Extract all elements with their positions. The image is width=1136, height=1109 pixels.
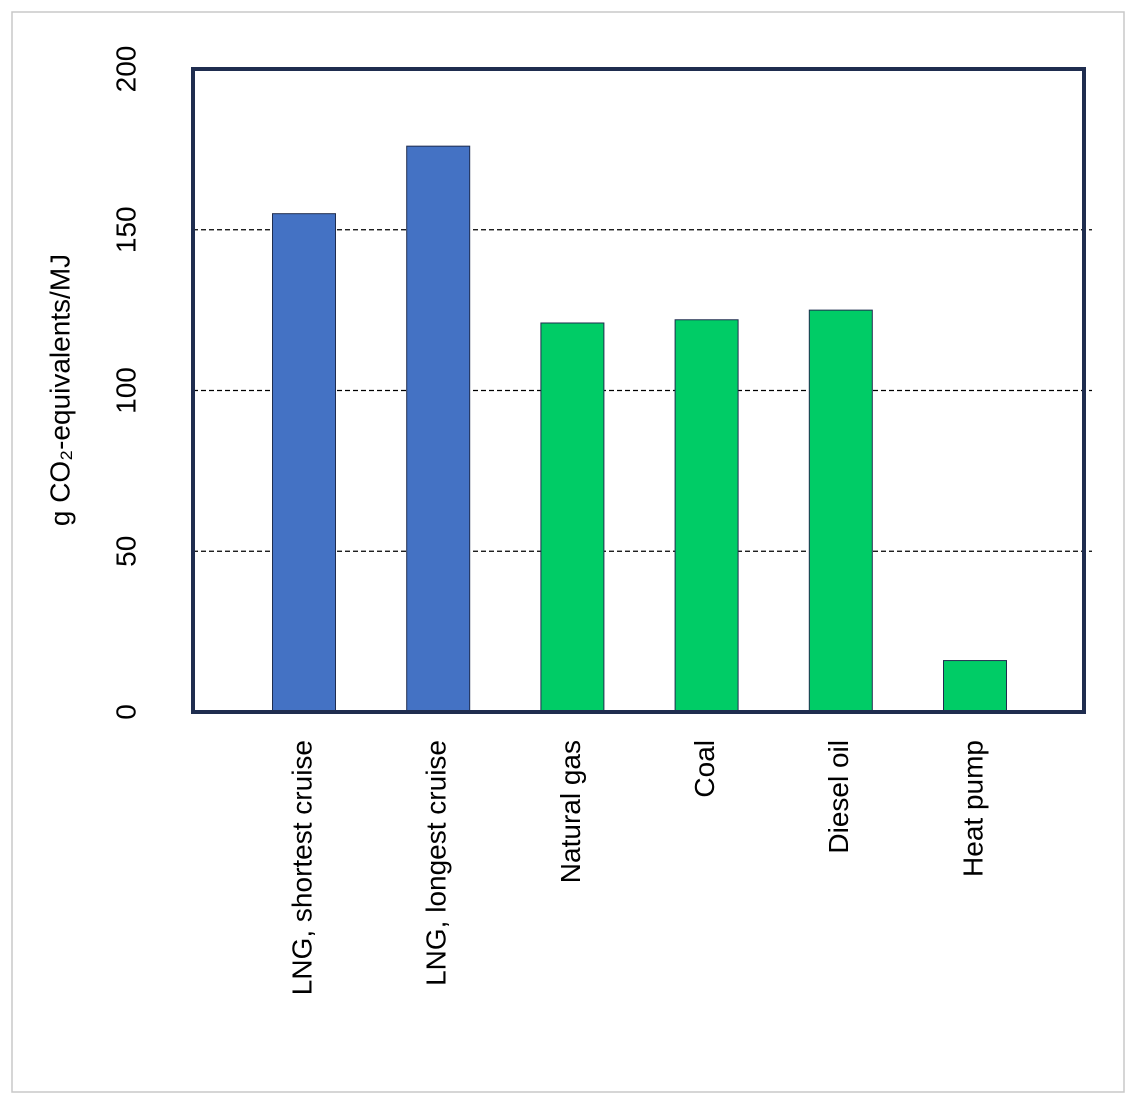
y-tick-label: 50 (110, 536, 141, 567)
bar (540, 322, 605, 713)
x-tick-label: Heat pump (957, 740, 988, 877)
x-tick-label: Natural gas (555, 740, 586, 883)
y-tick-label: 0 (110, 704, 141, 720)
x-tick-label: Coal (689, 740, 720, 798)
bar (272, 213, 336, 713)
y-axis-label: g CO₂-equivalents/MJ (44, 254, 75, 526)
bar (406, 145, 471, 713)
bar (808, 309, 873, 713)
plot-border (191, 67, 1086, 714)
y-tick-label: 100 (110, 367, 141, 414)
x-tick-label: LNG, longest cruise (421, 740, 452, 986)
y-tick-label: 200 (110, 46, 141, 93)
bar (943, 660, 1007, 713)
x-tick-label: LNG, shortest cruise (286, 740, 317, 995)
y-tick-label: 150 (110, 206, 141, 253)
x-tick-label: Diesel oil (823, 740, 854, 854)
bar (674, 319, 739, 713)
